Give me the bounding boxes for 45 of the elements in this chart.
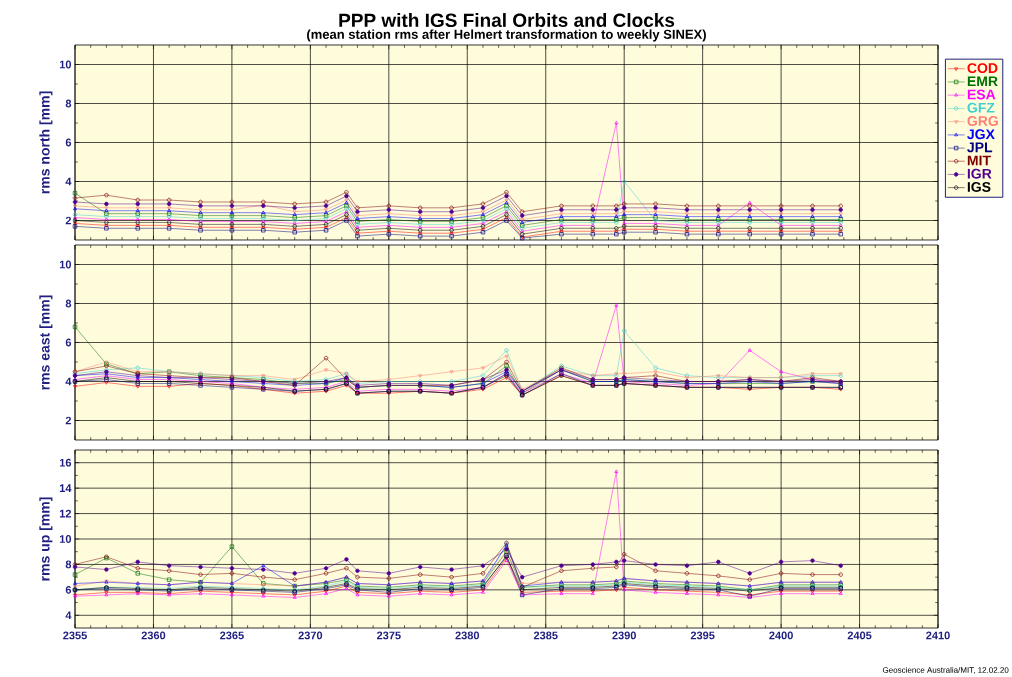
- y-tick-label: 2: [65, 416, 72, 425]
- legend-label: IGR: [967, 168, 992, 179]
- x-tick-label: 2390: [612, 631, 636, 640]
- chart-subtitle: (mean station rms after Helmert transformation to weekly SINEX): [307, 29, 706, 42]
- legend-label: GRG: [967, 116, 998, 126]
- y-tick-label: 6: [65, 338, 72, 347]
- x-tick-label: 2380: [455, 631, 480, 640]
- y-tick-label: 14: [59, 484, 72, 492]
- y-tick-label: 10: [59, 260, 72, 269]
- x-tick-label: 2375: [376, 631, 401, 640]
- y-tick-label: 16: [59, 458, 72, 467]
- x-tick-label: 2360: [141, 631, 166, 640]
- legend-label: GFZ: [967, 102, 995, 113]
- y-tick-label: 12: [59, 509, 72, 518]
- y-axis-title: rms north [mm]: [39, 91, 53, 194]
- legend-label: EMR: [967, 76, 998, 87]
- legend-label: IGS: [967, 182, 991, 192]
- y-tick-label: 8: [65, 560, 72, 569]
- x-tick-label: 2405: [847, 631, 872, 640]
- legend-label: COD: [967, 63, 998, 74]
- y-tick-label: 6: [65, 585, 72, 594]
- y-axis-title: rms up [mm]: [39, 497, 53, 581]
- y-tick-label: 4: [65, 377, 72, 386]
- y-tick-label: 8: [65, 299, 72, 308]
- y-axis-title: rms east [mm]: [39, 295, 53, 390]
- y-tick-label: 2: [65, 216, 72, 225]
- x-tick-label: 2370: [298, 631, 323, 640]
- legend-label: ESA: [967, 89, 996, 100]
- text: Geoscience Australia/MIT, 12.02.20: [882, 666, 1009, 674]
- x-tick-label: 2395: [690, 631, 715, 640]
- x-tick-label: 2400: [769, 631, 793, 640]
- legend-label: JGX: [967, 129, 995, 140]
- y-tick-label: 6: [65, 138, 72, 147]
- y-tick-label: 4: [65, 611, 72, 620]
- y-tick-label: 8: [65, 99, 72, 108]
- legend-label: JPL: [967, 142, 993, 153]
- y-tick-label: 4: [65, 177, 72, 186]
- y-tick-label: 10: [59, 60, 72, 69]
- x-tick-label: 2385: [533, 631, 558, 640]
- legend-label: MIT: [967, 155, 991, 166]
- y-tick-label: 10: [59, 535, 72, 543]
- x-tick-label: 2365: [220, 631, 244, 640]
- x-tick-label: 2410: [926, 631, 950, 640]
- chart-title: PPP with IGS Final Orbits and Clocks: [339, 13, 675, 28]
- x-tick-label: 2355: [63, 631, 87, 640]
